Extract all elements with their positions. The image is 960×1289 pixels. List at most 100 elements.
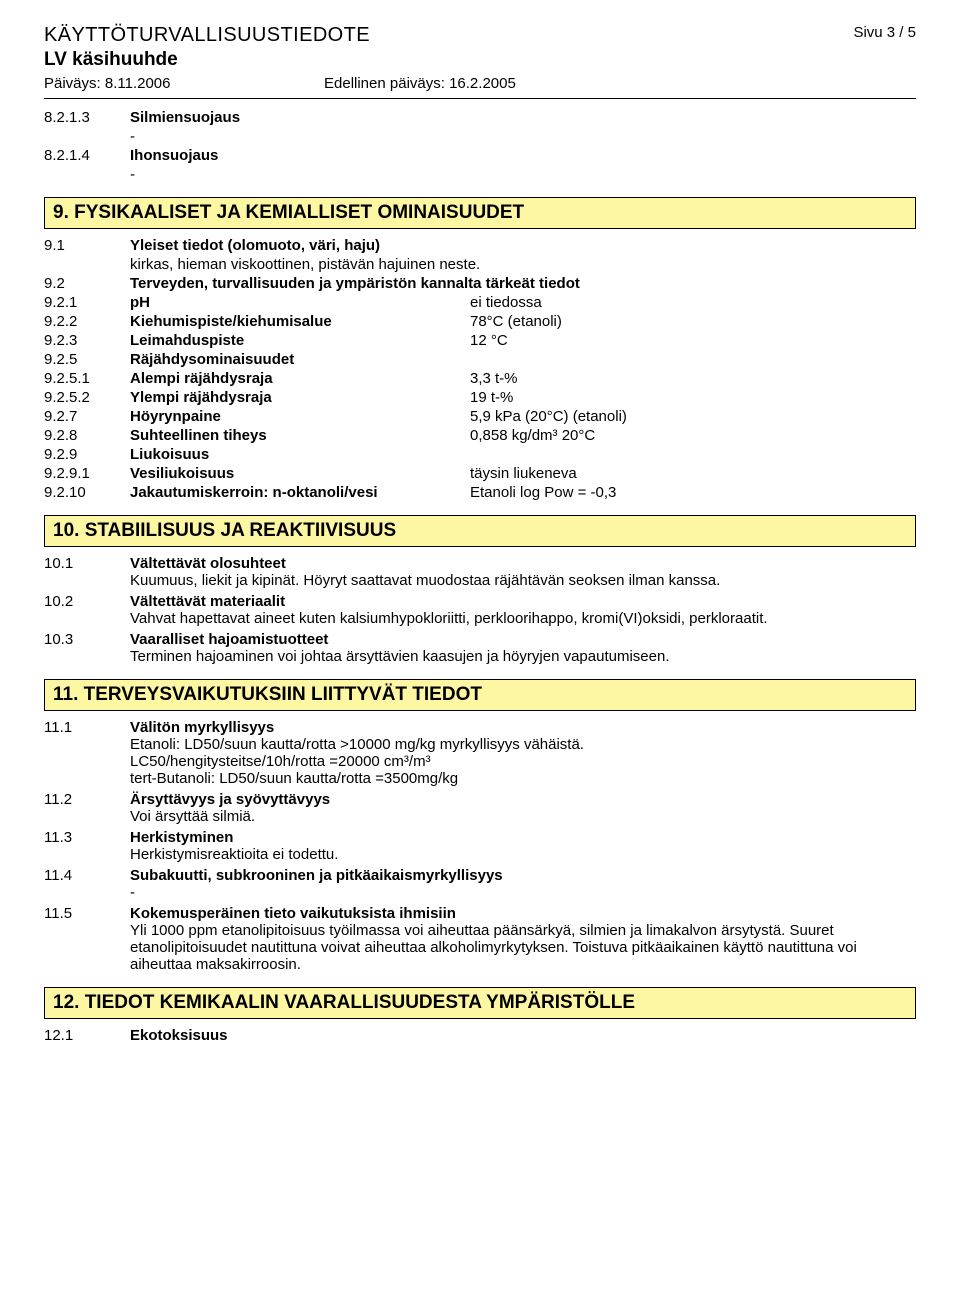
row-8-2-1-4: 8.2.1.4 Ihonsuojaus: [44, 147, 916, 164]
row-value: 78°C (etanoli): [470, 313, 916, 330]
row-label: Alempi räjähdysraja: [130, 370, 470, 387]
row-label: Ylempi räjähdysraja: [130, 389, 470, 406]
row-value: ei tiedossa: [470, 294, 916, 311]
page: KÄYTTÖTURVALLISUUSTIEDOTE Sivu 3 / 5 LV …: [0, 0, 960, 1289]
row-code: 10.3: [44, 631, 130, 665]
row-text-line: Yli 1000 ppm etanolipitoisuus työilmassa…: [130, 922, 916, 973]
row-9-2-5: 9.2.5 Räjähdysominaisuudet: [44, 351, 916, 368]
row-label: Kiehumispiste/kiehumisalue: [130, 313, 470, 330]
row-code: 9.2.5.1: [44, 370, 130, 387]
date-previous: Edellinen päiväys: 16.2.2005: [324, 75, 516, 92]
row-label: Terveyden, turvallisuuden ja ympäristön …: [130, 275, 916, 292]
page-number: Sivu 3 / 5: [853, 24, 916, 41]
row-label: Silmiensuojaus: [130, 109, 470, 126]
row-text: Kuumuus, liekit ja kipinät. Höyryt saatt…: [130, 572, 916, 589]
row-8-2-1-3: 8.2.1.3 Silmiensuojaus: [44, 109, 916, 126]
row-11-4: 11.4 Subakuutti, subkrooninen ja pitkäai…: [44, 867, 916, 901]
row-heading: Kokemusperäinen tieto vaikutuksista ihmi…: [130, 905, 916, 922]
row-label: Yleiset tiedot (olomuoto, väri, haju): [130, 237, 916, 254]
row-text-line: Herkistymisreaktioita ei todettu.: [130, 846, 916, 863]
row-10-2: 10.2 Vältettävät materiaalit Vahvat hape…: [44, 593, 916, 627]
row-label: Jakautumiskerroin: n-oktanoli/vesi: [130, 484, 470, 501]
row-9-2-9-1: 9.2.9.1 Vesiliukoisuus täysin liukeneva: [44, 465, 916, 482]
row-code: 9.2: [44, 275, 130, 292]
row-value: 12 °C: [470, 332, 916, 349]
row-dash: -: [130, 128, 916, 145]
row-dash: -: [130, 166, 916, 183]
section-9-title: 9. FYSIKAALISET JA KEMIALLISET OMINAISUU…: [44, 197, 916, 229]
product-name: LV käsihuuhde: [44, 49, 916, 71]
row-code: 9.2.5: [44, 351, 130, 368]
row-10-1: 10.1 Vältettävät olosuhteet Kuumuus, lie…: [44, 555, 916, 589]
row-9-2-5-1: 9.2.5.1 Alempi räjähdysraja 3,3 t-%: [44, 370, 916, 387]
row-value: 0,858 kg/dm³ 20°C: [470, 427, 916, 444]
row-label: Leimahduspiste: [130, 332, 470, 349]
row-code: 9.1: [44, 237, 130, 254]
row-code: 10.2: [44, 593, 130, 627]
row-11-3: 11.3 Herkistyminen Herkistymisreaktioita…: [44, 829, 916, 863]
row-code: 11.3: [44, 829, 130, 863]
row-text-line: LC50/hengitysteitse/10h/rotta =20000 cm³…: [130, 753, 916, 770]
row-code: 9.2.2: [44, 313, 130, 330]
row-value: 19 t-%: [470, 389, 916, 406]
row-heading: Herkistyminen: [130, 829, 916, 846]
row-heading: Vaaralliset hajoamistuotteet: [130, 631, 916, 648]
row-text-line: Etanoli: LD50/suun kautta/rotta >10000 m…: [130, 736, 916, 753]
row-code: 9.2.5.2: [44, 389, 130, 406]
row-9-2-7: 9.2.7 Höyrynpaine 5,9 kPa (20°C) (etanol…: [44, 408, 916, 425]
date-current: Päiväys: 8.11.2006: [44, 75, 324, 92]
row-code: 11.4: [44, 867, 130, 901]
doc-title: KÄYTTÖTURVALLISUUSTIEDOTE: [44, 24, 370, 47]
section-11-title: 11. TERVEYSVAIKUTUKSIIN LIITTYVÄT TIEDOT: [44, 679, 916, 711]
row-text: kirkas, hieman viskoottinen, pistävän ha…: [130, 256, 916, 273]
header-row: KÄYTTÖTURVALLISUUSTIEDOTE Sivu 3 / 5: [44, 24, 916, 47]
row-code: 11.2: [44, 791, 130, 825]
row-value: täysin liukeneva: [470, 465, 916, 482]
row-label: Suhteellinen tiheys: [130, 427, 470, 444]
row-code: 10.1: [44, 555, 130, 589]
row-heading: Vältettävät materiaalit: [130, 593, 916, 610]
row-text: Vahvat hapettavat aineet kuten kalsiumhy…: [130, 610, 916, 627]
row-code: 9.2.7: [44, 408, 130, 425]
row-label: Vesiliukoisuus: [130, 465, 470, 482]
row-9-2-9: 9.2.9 Liukoisuus: [44, 446, 916, 463]
row-9-1: 9.1 Yleiset tiedot (olomuoto, väri, haju…: [44, 237, 916, 254]
section-12-title: 12. TIEDOT KEMIKAALIN VAARALLISUUDESTA Y…: [44, 987, 916, 1019]
row-9-2-1: 9.2.1 pH ei tiedossa: [44, 294, 916, 311]
row-code: 9.2.1: [44, 294, 130, 311]
row-text-line: Voi ärsyttää silmiä.: [130, 808, 916, 825]
row-9-2: 9.2 Terveyden, turvallisuuden ja ympäris…: [44, 275, 916, 292]
row-code: 9.2.9: [44, 446, 130, 463]
row-code: 8.2.1.3: [44, 109, 130, 126]
row-text: Terminen hajoaminen voi johtaa ärsyttävi…: [130, 648, 916, 665]
row-label: Liukoisuus: [130, 446, 470, 463]
row-text-line: tert-Butanoli: LD50/suun kautta/rotta =3…: [130, 770, 916, 787]
row-label: Ihonsuojaus: [130, 147, 470, 164]
row-value: 3,3 t-%: [470, 370, 916, 387]
row-code: 11.1: [44, 719, 130, 787]
row-code: 12.1: [44, 1027, 130, 1044]
row-code: 9.2.9.1: [44, 465, 130, 482]
row-value: Etanoli log Pow = -0,3: [470, 484, 916, 501]
row-9-2-8: 9.2.8 Suhteellinen tiheys 0,858 kg/dm³ 2…: [44, 427, 916, 444]
row-9-1-text: kirkas, hieman viskoottinen, pistävän ha…: [44, 256, 916, 273]
row-heading: Ekotoksisuus: [130, 1027, 916, 1044]
row-9-2-3: 9.2.3 Leimahduspiste 12 °C: [44, 332, 916, 349]
row-label: Höyrynpaine: [130, 408, 470, 425]
row-code: 9.2.10: [44, 484, 130, 501]
row-code: 9.2.8: [44, 427, 130, 444]
row-heading: Vältettävät olosuhteet: [130, 555, 916, 572]
header-divider: [44, 98, 916, 99]
row-label: pH: [130, 294, 470, 311]
row-code: 9.2.3: [44, 332, 130, 349]
row-11-5: 11.5 Kokemusperäinen tieto vaikutuksista…: [44, 905, 916, 973]
row-9-2-10: 9.2.10 Jakautumiskerroin: n-oktanoli/ves…: [44, 484, 916, 501]
row-11-2: 11.2 Ärsyttävyys ja syövyttävyys Voi ärs…: [44, 791, 916, 825]
row-9-2-2: 9.2.2 Kiehumispiste/kiehumisalue 78°C (e…: [44, 313, 916, 330]
row-label: Räjähdysominaisuudet: [130, 351, 470, 368]
row-text-line: -: [130, 884, 916, 901]
row-10-3: 10.3 Vaaralliset hajoamistuotteet Termin…: [44, 631, 916, 665]
row-11-1: 11.1 Välitön myrkyllisyys Etanoli: LD50/…: [44, 719, 916, 787]
row-heading: Subakuutti, subkrooninen ja pitkäaikaism…: [130, 867, 916, 884]
date-row: Päiväys: 8.11.2006 Edellinen päiväys: 16…: [44, 75, 916, 92]
